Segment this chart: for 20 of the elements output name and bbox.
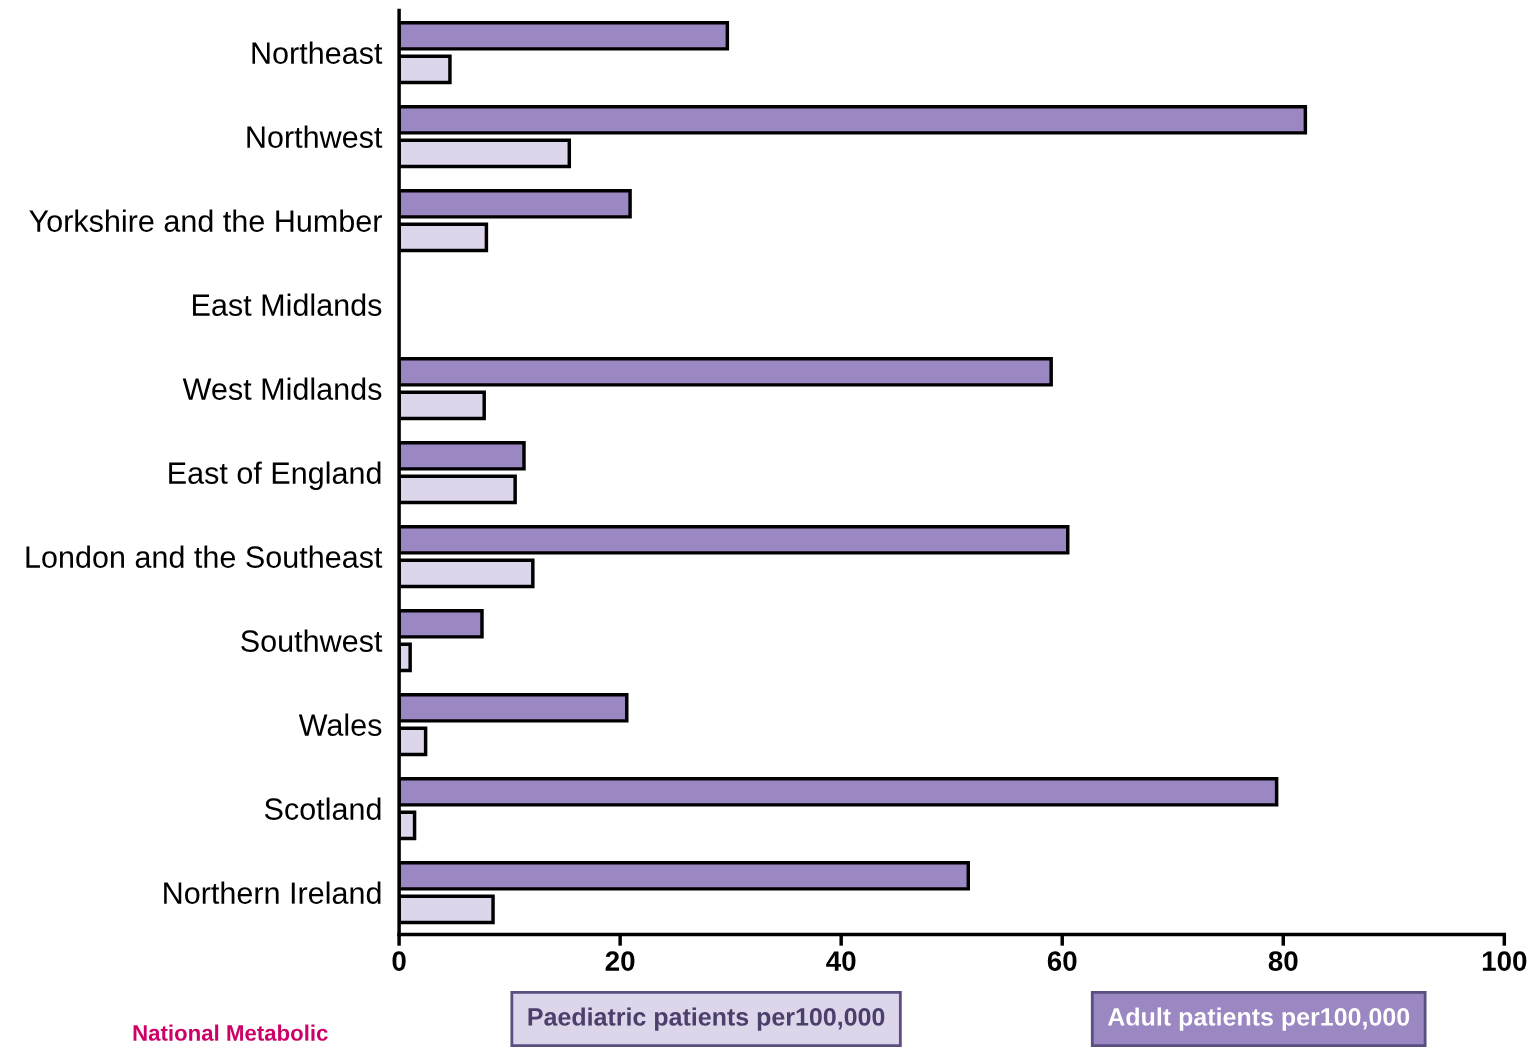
y-tick-label: London and the Southeast	[26, 545, 383, 568]
y-tick-label: East Midlands	[193, 293, 382, 316]
x-tick-label: 0	[392, 951, 406, 971]
y-tick-label: Wales	[298, 713, 382, 736]
x-tick-label: 100	[1482, 951, 1527, 971]
text: National Metabolic	[133, 1024, 328, 1041]
x-tick-label: 20	[605, 951, 635, 971]
y-tick-label: West Midlands	[182, 377, 382, 400]
y-tick-label: Northeast	[252, 41, 383, 64]
y-tick-label: Northern Ireland	[164, 881, 381, 904]
x-tick-label: 60	[1047, 951, 1077, 971]
y-tick-label: Northwest	[247, 125, 383, 148]
text: Adult patients per100,000	[1107, 1007, 1410, 1031]
x-tick-label: 80	[1268, 951, 1298, 971]
y-tick-label: Scotland	[264, 797, 381, 820]
x-tick-label: 40	[826, 951, 856, 971]
y-tick-label: Southwest	[241, 629, 383, 652]
text: Paediatric patients per100,000	[528, 1007, 885, 1031]
y-tick-label: Yorkshire and the Humber	[29, 209, 382, 232]
y-tick-label: East of England	[169, 461, 381, 490]
